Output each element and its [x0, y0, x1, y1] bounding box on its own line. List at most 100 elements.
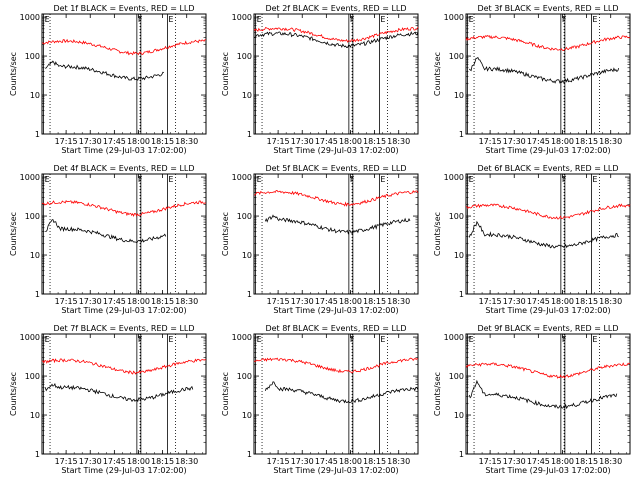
event-marker-label: E	[469, 175, 474, 184]
x-tick-label: 17:30	[503, 297, 526, 306]
y-tick-label: 10	[30, 251, 40, 260]
plot-frame	[41, 333, 207, 455]
lld-trace	[253, 357, 419, 374]
events-trace	[468, 56, 620, 84]
panel-title: Det 8f BLACK = Events, RED = LLD	[265, 324, 406, 333]
detector-panel: Det 7f BLACK = Events, RED = LLD 1000 100 1…	[9, 324, 207, 475]
x-tick-label: 18:00	[551, 457, 574, 466]
x-axis-label: Start Time (29-Jul-03 17:02:00)	[273, 306, 398, 315]
x-tick-label: 18:15	[151, 137, 174, 146]
x-tick-label: 17:45	[103, 137, 126, 146]
y-tick-label: 1	[247, 130, 252, 139]
detector-panel: Det 5f BLACK = Events, RED = LLD 1000 100 1…	[221, 164, 419, 315]
y-tick-label: 10	[454, 251, 464, 260]
y-tick-label: 1000	[20, 333, 40, 342]
lld-trace	[253, 26, 419, 43]
detector-panel: Det 9f BLACK = Events, RED = LLD 1000 100 1…	[433, 324, 631, 475]
x-tick-label: 17:15	[479, 297, 502, 306]
events-trace	[45, 218, 167, 244]
event-marker-label: F	[138, 335, 143, 344]
events-trace	[45, 60, 165, 81]
x-axis-label: Start Time (29-Jul-03 17:02:00)	[485, 146, 610, 155]
y-tick-label: 100	[237, 52, 252, 61]
y-tick-label: 1	[459, 450, 464, 459]
y-tick-label: 1000	[444, 333, 464, 342]
x-tick-label: 18:00	[127, 457, 150, 466]
plot-frame	[41, 13, 207, 135]
panel-title: Det 1f BLACK = Events, RED = LLD	[53, 4, 194, 13]
x-tick-label: 18:15	[363, 297, 386, 306]
x-tick-label: 17:15	[267, 297, 290, 306]
y-tick-label: 1	[247, 290, 252, 299]
y-axis-label: Counts/sec	[9, 372, 18, 416]
x-axis-label: Start Time (29-Jul-03 17:02:00)	[61, 146, 186, 155]
lld-trace	[41, 199, 207, 217]
y-axis-label: Counts/sec	[433, 372, 442, 416]
x-tick-label: 18:00	[551, 137, 574, 146]
event-marker-label: F	[138, 175, 143, 184]
y-tick-label: 10	[454, 91, 464, 100]
event-marker-label: E	[168, 335, 173, 344]
event-marker-label: E	[257, 335, 262, 344]
events-trace	[468, 220, 619, 249]
event-marker-label: E	[45, 15, 50, 24]
event-marker-label: E	[469, 335, 474, 344]
events-trace	[253, 31, 419, 49]
x-tick-label: 17:45	[527, 457, 550, 466]
lld-trace	[41, 358, 207, 375]
x-tick-label: 18:15	[575, 457, 598, 466]
y-tick-label: 1	[459, 290, 464, 299]
event-marker-label: E	[257, 175, 262, 184]
y-tick-label: 1000	[444, 173, 464, 182]
x-tick-label: 17:45	[103, 457, 126, 466]
x-tick-label: 18:30	[387, 137, 410, 146]
y-axis-label: Counts/sec	[221, 212, 230, 256]
x-tick-label: 18:15	[575, 137, 598, 146]
event-marker-label: F	[138, 15, 143, 24]
y-tick-label: 100	[237, 372, 252, 381]
events-trace	[264, 381, 419, 404]
x-tick-label: 17:45	[527, 137, 550, 146]
plot-frame	[253, 13, 419, 135]
y-tick-label: 100	[25, 212, 40, 221]
x-tick-label: 18:00	[339, 137, 362, 146]
y-tick-label: 1	[35, 290, 40, 299]
y-tick-label: 10	[242, 251, 252, 260]
x-tick-label: 17:30	[503, 137, 526, 146]
event-marker-label: E	[380, 335, 385, 344]
plot-frame	[41, 173, 207, 295]
x-tick-label: 17:45	[103, 297, 126, 306]
x-tick-label: 17:15	[267, 137, 290, 146]
x-tick-label: 17:45	[315, 297, 338, 306]
y-tick-label: 10	[242, 91, 252, 100]
x-tick-label: 17:15	[55, 457, 78, 466]
event-marker-label: F	[350, 15, 355, 24]
x-tick-label: 17:45	[315, 457, 338, 466]
y-tick-label: 100	[449, 372, 464, 381]
y-tick-label: 100	[25, 52, 40, 61]
y-tick-label: 10	[242, 411, 252, 420]
y-tick-label: 1000	[232, 13, 252, 22]
event-marker-label: F	[350, 175, 355, 184]
x-tick-label: 17:15	[55, 137, 78, 146]
y-tick-label: 1000	[444, 13, 464, 22]
y-tick-label: 1000	[232, 333, 252, 342]
y-tick-label: 10	[30, 411, 40, 420]
y-axis-label: Counts/sec	[221, 372, 230, 416]
x-axis-label: Start Time (29-Jul-03 17:02:00)	[61, 466, 186, 475]
detector-panel: Det 3f BLACK = Events, RED = LLD 1000 100 1…	[433, 4, 631, 155]
x-tick-label: 18:15	[575, 297, 598, 306]
plot-frame	[465, 13, 631, 135]
x-tick-label: 18:30	[599, 457, 622, 466]
x-tick-label: 17:45	[315, 137, 338, 146]
y-axis-label: Counts/sec	[9, 212, 18, 256]
event-marker-label: F	[562, 15, 567, 24]
events-trace	[264, 214, 411, 235]
y-tick-label: 100	[449, 52, 464, 61]
x-axis-label: Start Time (29-Jul-03 17:02:00)	[273, 146, 398, 155]
x-tick-label: 18:00	[127, 137, 150, 146]
x-tick-label: 18:30	[175, 137, 198, 146]
event-marker-label: E	[168, 175, 173, 184]
